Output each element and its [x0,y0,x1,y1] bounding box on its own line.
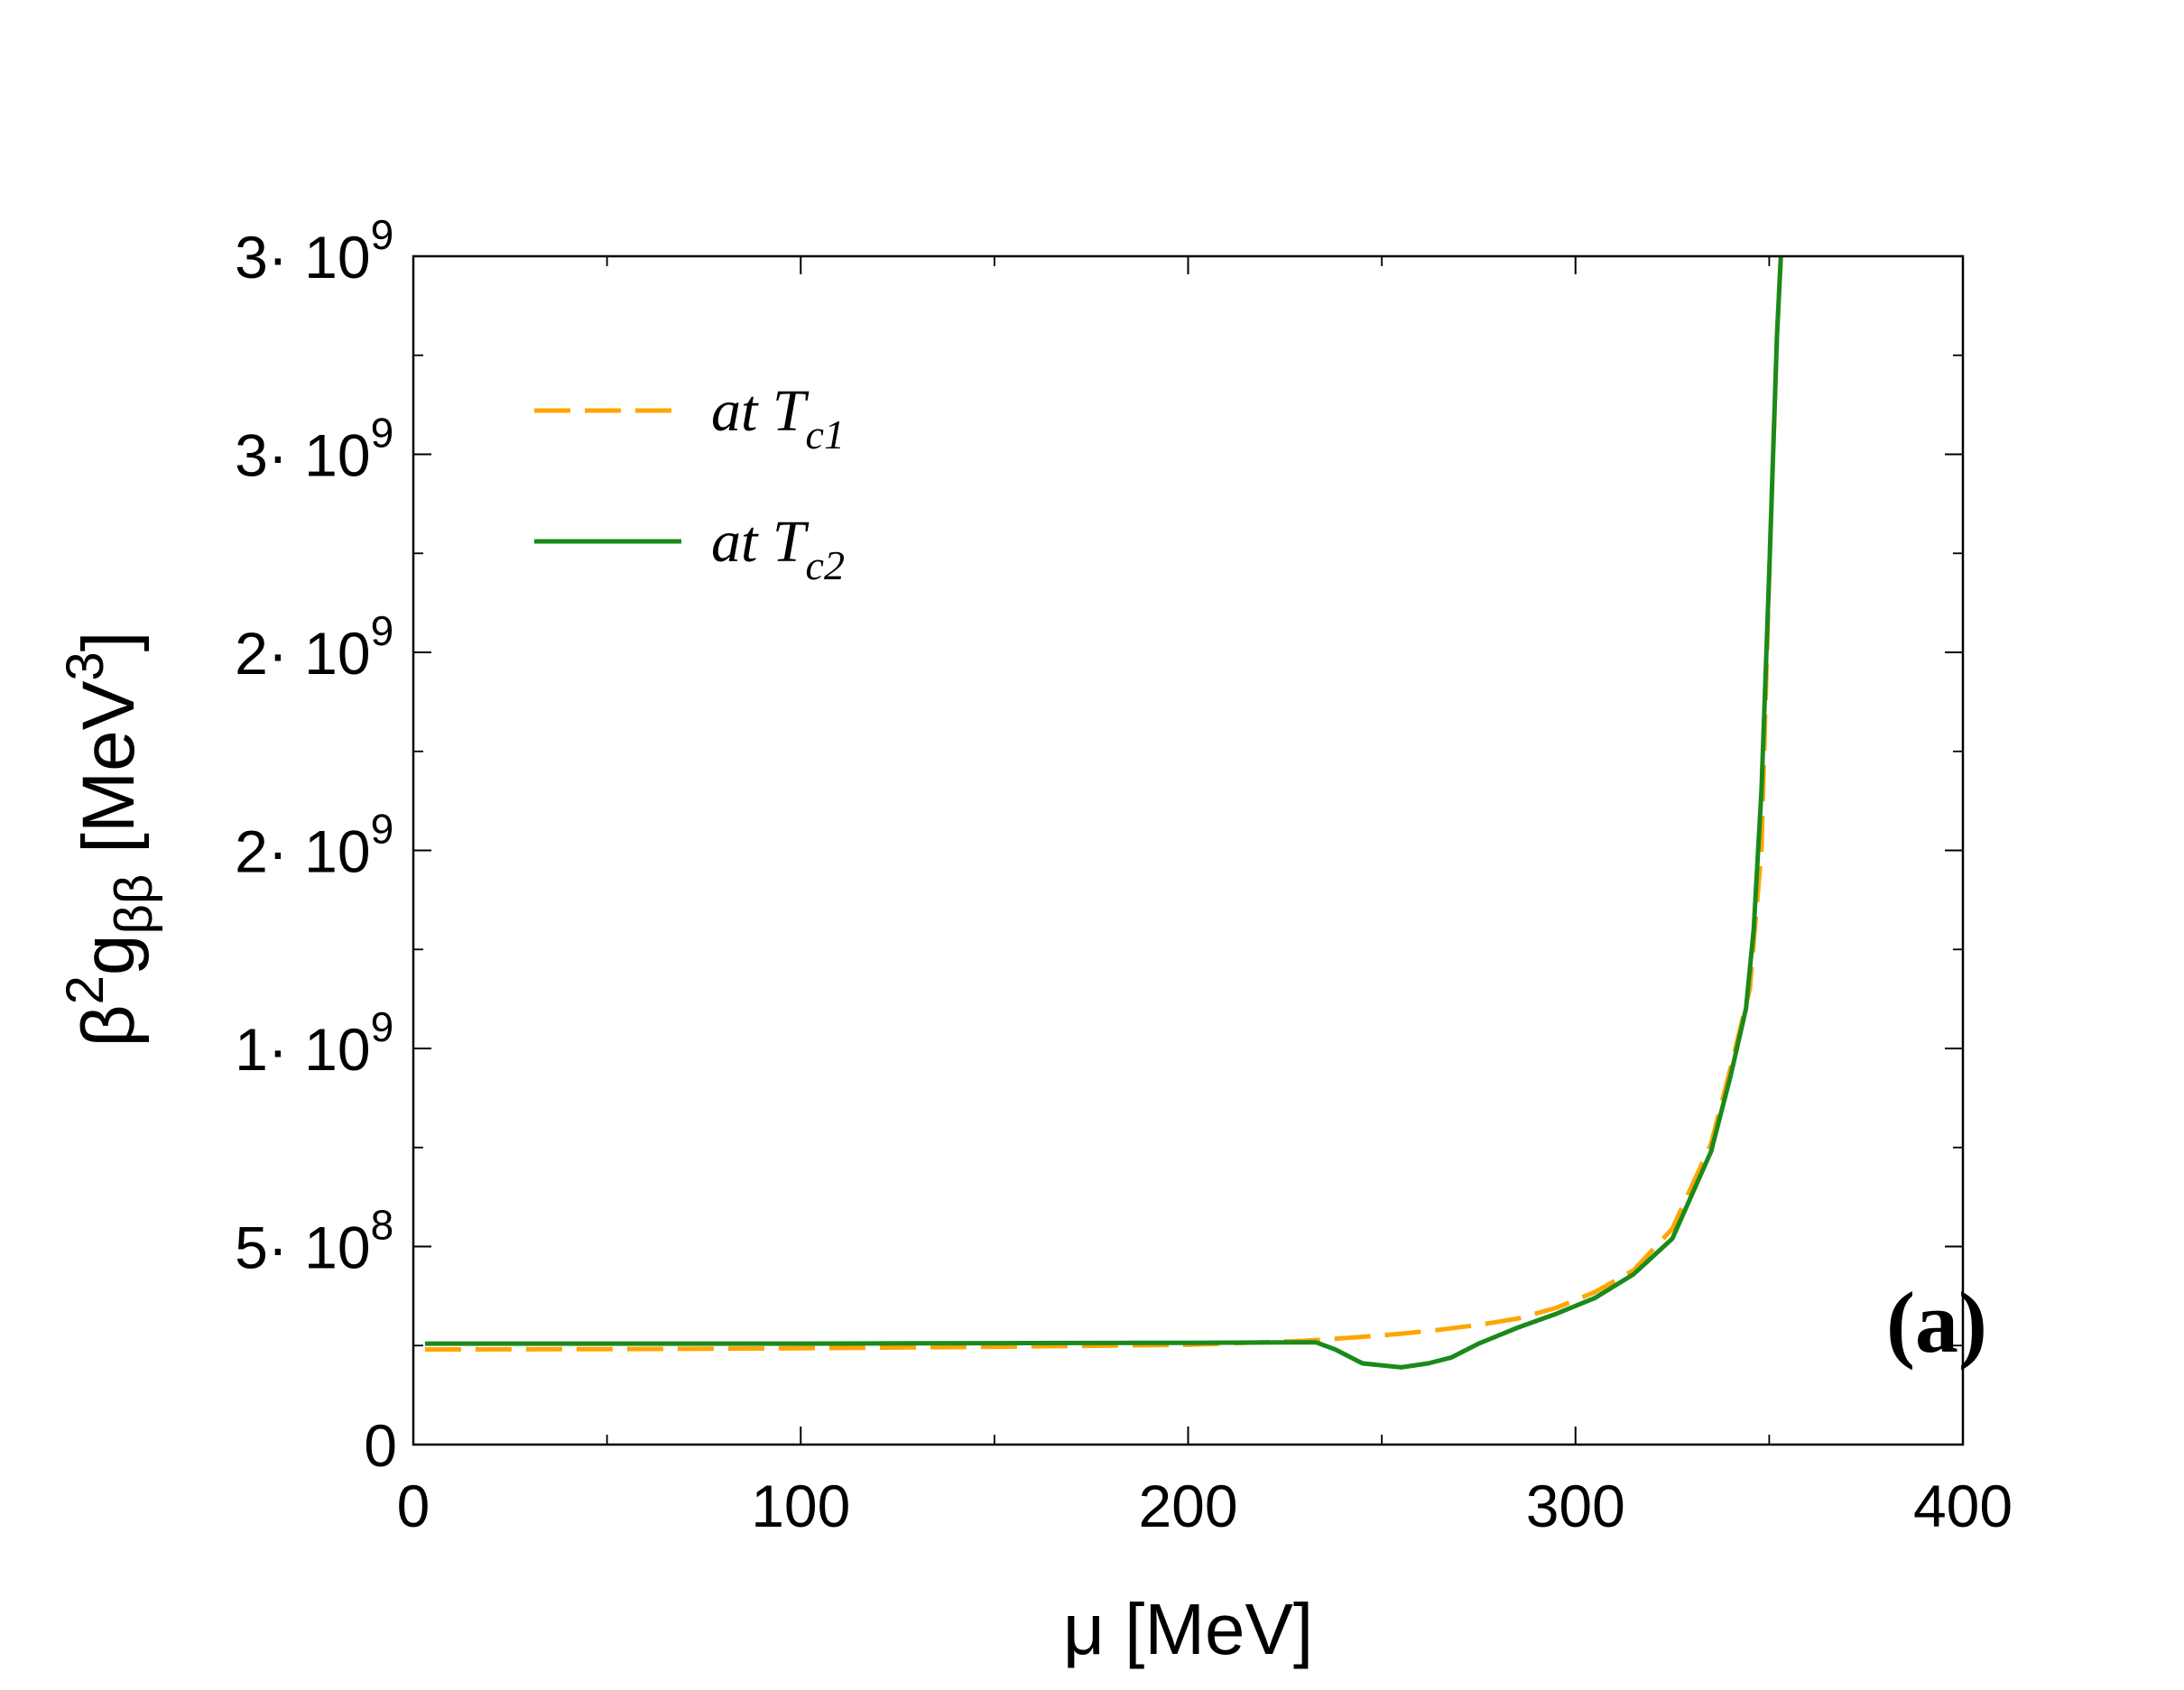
series-lines [424,255,1783,1370]
y-tick-label: 5· 108 [235,1202,397,1281]
y-tick-label: 3· 109 [235,211,397,291]
legend-label-1: at Tc1 [711,378,845,457]
panel-label: (a) [1886,1274,1987,1371]
axis-ticks [412,255,1964,1445]
series-line-2 [424,255,1783,1370]
x-tick-label: 0 [397,1473,430,1539]
x-axis-label: μ [MeV] [1063,1589,1313,1669]
legend-label-2: at Tc2 [711,509,845,588]
x-tick-label: 300 [1526,1473,1625,1539]
tick-labels: 0 100 200 300 400 0 5· 108 1· 109 2· 109 2· 10… [235,211,2013,1539]
y-tick-label: 1· 109 [235,1003,397,1083]
x-tick-label: 400 [1913,1473,2013,1539]
legend: at Tc1 at Tc2 [534,378,845,588]
x-tick-label: 100 [751,1473,850,1539]
x-tick-label: 200 [1138,1473,1237,1539]
y-tick-label: 2· 109 [235,806,397,885]
y-tick-label: 0 [364,1412,397,1479]
y-axis-label: β2gββ [MeV3] [56,631,163,1047]
plot-frame [412,254,1965,1446]
y-tick-label: 3· 109 [235,410,397,489]
series-line-1 [424,255,1783,1353]
y-tick-label: 2· 109 [235,607,397,687]
